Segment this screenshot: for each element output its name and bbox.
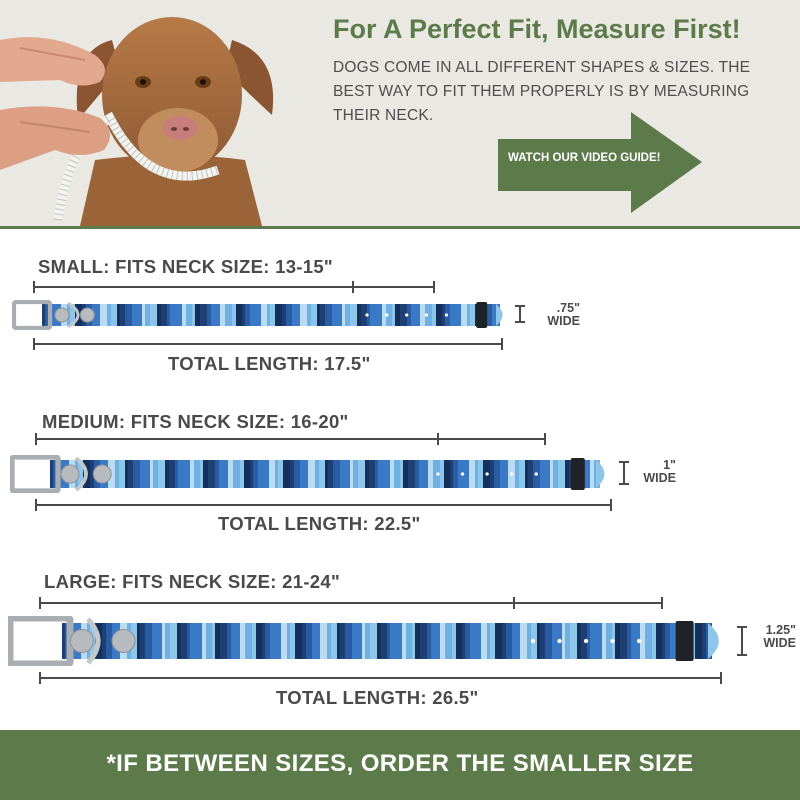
sizing-note: *IF BETWEEN SIZES, ORDER THE SMALLER SIZ… <box>106 750 694 777</box>
large-width-bar-top <box>737 626 747 628</box>
large-width-label: 1.25" WIDE <box>752 624 796 650</box>
medium-width-bar-top <box>619 461 629 463</box>
buckle-icon <box>10 455 61 493</box>
collar-keeper <box>476 302 488 328</box>
small-width-label: .75" WIDE <box>536 302 580 328</box>
small-width-bar <box>519 305 521 323</box>
medium-neck-tick-min <box>437 433 439 445</box>
intro-text: DOGS COME IN ALL DIFFERENT SHAPES & SIZE… <box>333 59 751 124</box>
medium-neck-tick-start <box>35 433 37 445</box>
medium-total-length: TOTAL LENGTH: 22.5" <box>218 513 421 534</box>
small-size-title: SMALL: FITS NECK SIZE: 13-15" <box>38 256 333 277</box>
collar-keeper <box>675 621 694 661</box>
medium-width-bar <box>623 461 625 485</box>
footer-banner: *IF BETWEEN SIZES, ORDER THE SMALLER SIZ… <box>0 730 800 800</box>
collar-hole <box>510 472 514 476</box>
medium-neck-tick-max <box>544 433 546 445</box>
collar-hole <box>385 313 389 317</box>
collar-hole <box>530 638 536 644</box>
collar-hole <box>405 313 409 317</box>
medium-total-length-line <box>35 504 612 506</box>
page-headline: For A Perfect Fit, Measure First! <box>333 14 741 44</box>
right-arrow-shape <box>498 112 702 213</box>
small-collar <box>12 300 503 330</box>
large-width-bar <box>741 626 743 656</box>
medium-size-title: MEDIUM: FITS NECK SIZE: 16-20" <box>42 411 349 432</box>
large-total-length: TOTAL LENGTH: 26.5" <box>276 687 479 708</box>
small-width-bar-top <box>515 305 525 307</box>
medium-width-label: 1" WIDE <box>636 459 676 485</box>
rivet-icon <box>79 307 95 323</box>
collar-hole <box>444 313 448 317</box>
collar-hole <box>436 472 440 476</box>
large-neck-tick-max <box>661 597 663 609</box>
small-neck-tick-start <box>33 281 35 293</box>
collar-hole <box>424 313 429 317</box>
buckle-icon <box>8 616 74 666</box>
header-divider <box>0 226 800 229</box>
large-total-length-line <box>39 677 722 679</box>
large-size-title: LARGE: FITS NECK SIZE: 21-24" <box>44 571 341 592</box>
small-width-bar-bottom <box>515 321 525 323</box>
collar-hole <box>485 472 489 476</box>
watch-video-guide-label: WATCH OUR VIDEO GUIDE! <box>508 152 661 164</box>
collar-hole <box>460 472 465 476</box>
collar-hole <box>534 472 538 476</box>
large-neck-tick-start <box>39 597 41 609</box>
medium-neck-range-line <box>35 438 546 440</box>
rivet-icon <box>69 628 95 654</box>
small-total-tick-start <box>33 338 35 350</box>
collar-hole <box>365 313 369 317</box>
d-ring-icon <box>67 301 80 329</box>
small-total-tick-end <box>501 338 503 350</box>
large-collar <box>8 616 719 666</box>
collar-hole <box>610 638 615 644</box>
medium-width-bar-bottom <box>619 483 629 485</box>
large-width-unit: WIDE <box>763 636 796 650</box>
medium-total-tick-end <box>610 499 612 511</box>
header-banner: For A Perfect Fit, Measure First! DOGS C… <box>0 0 800 228</box>
small-width-value: .75" <box>556 301 580 315</box>
buckle-icon <box>12 300 53 330</box>
small-neck-tick-max <box>433 281 435 293</box>
medium-total-tick-start <box>35 499 37 511</box>
large-neck-range-line <box>39 602 663 604</box>
large-width-bar-bottom <box>737 654 747 656</box>
watch-video-guide-button[interactable]: WATCH OUR VIDEO GUIDE! <box>498 112 702 213</box>
large-width-value: 1.25" <box>765 623 796 637</box>
collar-hole <box>583 638 589 644</box>
small-total-length: TOTAL LENGTH: 17.5" <box>168 353 371 374</box>
medium-width-unit: WIDE <box>643 471 676 485</box>
large-total-tick-start <box>39 672 41 684</box>
rivet-icon <box>92 464 112 484</box>
medium-width-value: 1" <box>663 458 676 472</box>
dog-photo <box>0 0 310 226</box>
small-neck-tick-min <box>352 281 354 293</box>
rivet-icon <box>60 464 80 484</box>
rivet-icon <box>111 628 136 654</box>
d-ring-icon <box>86 617 101 665</box>
large-neck-tick-min <box>513 597 515 609</box>
collar-hole <box>636 638 642 644</box>
d-ring-icon <box>74 456 88 492</box>
collar-keeper <box>570 458 585 490</box>
collar-hole <box>557 638 562 644</box>
small-neck-range-line <box>33 286 435 288</box>
medium-collar <box>10 455 605 493</box>
large-total-tick-end <box>720 672 722 684</box>
small-width-unit: WIDE <box>547 314 580 328</box>
rivet-icon <box>54 307 70 323</box>
small-total-length-line <box>33 343 503 345</box>
